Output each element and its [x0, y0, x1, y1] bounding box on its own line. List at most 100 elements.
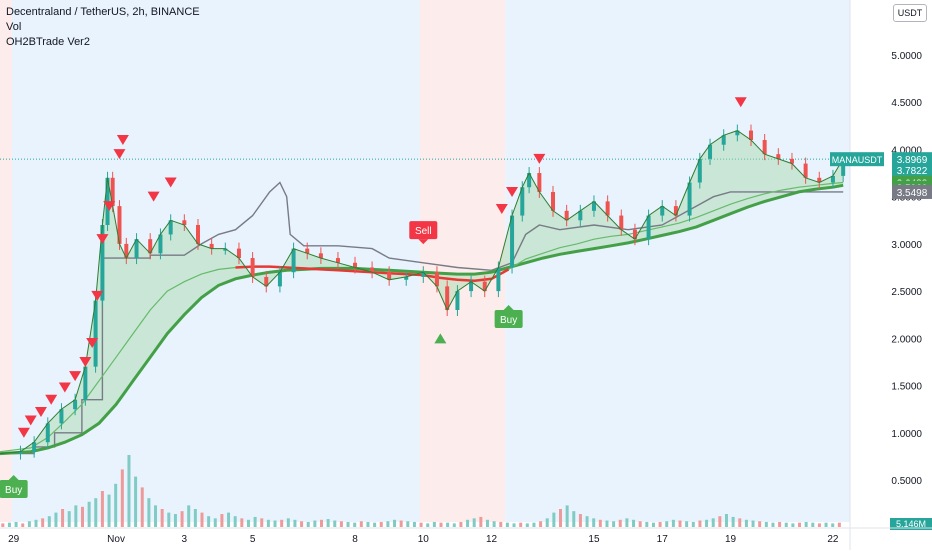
buy-label-pointer: [503, 305, 514, 310]
volume-bar: [638, 521, 642, 527]
candle-body: [551, 191, 556, 211]
sell-marker: [96, 234, 109, 245]
volume-bar: [220, 514, 224, 527]
sell-marker: [147, 191, 160, 202]
volume-bar: [691, 521, 695, 527]
volume-indicator-label[interactable]: Vol: [6, 21, 22, 33]
volume-bar: [280, 519, 284, 527]
candle-body: [148, 239, 153, 254]
volume-bar: [751, 520, 755, 527]
price-badge-box: [892, 184, 932, 199]
candle-body: [110, 177, 115, 207]
volume-bar: [406, 521, 410, 527]
volume-bar: [466, 519, 470, 527]
volume-bar: [246, 519, 250, 527]
candle-body: [32, 442, 37, 452]
volume-bar: [233, 516, 237, 527]
volume-bar: [671, 519, 675, 527]
slow-ma-line: [0, 183, 844, 456]
volume-bar: [439, 522, 443, 527]
sell-label-pointer: [418, 239, 429, 245]
candle-body: [124, 243, 129, 259]
volume-bar: [319, 519, 323, 527]
candle-body: [660, 206, 665, 216]
sell-label-text: Sell: [415, 226, 432, 237]
volume-bar: [585, 516, 589, 527]
x-tick-label: 15: [588, 534, 600, 545]
price-badge: 3.5498: [892, 184, 932, 199]
volume-bar: [758, 521, 762, 527]
volume-bar: [778, 521, 782, 527]
candle-body: [277, 272, 282, 287]
volume-bar: [499, 521, 503, 527]
price-badge-text: 3.5498: [897, 188, 928, 199]
volume-bar: [286, 518, 290, 527]
sell-marker: [58, 382, 71, 393]
price-axis-background: [850, 0, 932, 550]
volume-bar: [386, 521, 390, 527]
candle-body: [45, 423, 50, 443]
volume-bar: [738, 518, 742, 527]
sell-marker: [91, 290, 104, 301]
volume-bar: [545, 518, 549, 527]
volume-bar: [804, 521, 808, 527]
volume-bar: [120, 469, 124, 527]
candle-body: [578, 210, 583, 221]
volume-bar: [94, 498, 98, 527]
volume-bar: [100, 491, 104, 527]
candle-body: [18, 451, 23, 454]
candle-body: [117, 206, 122, 244]
volume-bar: [678, 520, 682, 527]
candle-body: [646, 215, 651, 240]
volume-bar: [705, 519, 709, 527]
y-tick-label: 4.5000: [891, 98, 922, 109]
volume-bar: [552, 512, 556, 527]
candle-body: [619, 215, 624, 230]
symbol-title[interactable]: Decentraland / TetherUS, 2h, BINANCE: [6, 6, 200, 18]
volume-bar: [811, 522, 815, 527]
volume-bar: [645, 521, 649, 527]
volume-bar: [519, 522, 523, 527]
volume-bar: [87, 501, 91, 527]
candle-body: [387, 272, 392, 280]
volume-bar: [559, 509, 563, 527]
candle-body: [687, 182, 692, 216]
volume-bar: [399, 520, 403, 527]
volume-bar: [193, 509, 197, 527]
cloud-fill: [0, 130, 844, 454]
volume-bar: [253, 516, 257, 527]
volume-bar: [459, 521, 463, 527]
volume-bar: [784, 522, 788, 527]
volume-bar: [293, 519, 297, 527]
price-badge-box: [892, 152, 932, 167]
volume-bar: [74, 505, 78, 527]
sell-marker: [103, 201, 116, 212]
volume-bar: [227, 512, 231, 527]
volume-bar: [837, 522, 841, 527]
sell-marker: [69, 371, 82, 382]
volume-bar: [200, 512, 204, 527]
volume-bar: [771, 522, 775, 527]
volume-bar: [618, 519, 622, 527]
candle-body: [632, 229, 637, 240]
custom-indicator-label[interactable]: OH2BTrade Ver2: [6, 36, 90, 48]
candle-body: [291, 248, 296, 273]
x-tick-label: 8: [352, 534, 358, 545]
volume-bar: [313, 520, 317, 527]
volume-bar: [651, 522, 655, 527]
fast-ma-line: [0, 266, 236, 453]
volume-bar: [532, 522, 536, 527]
volume-bar: [41, 518, 45, 527]
volume-bar: [61, 509, 65, 527]
candle-body: [434, 272, 439, 287]
candle-body: [482, 281, 487, 292]
candle-body: [605, 201, 610, 216]
candle-body: [353, 262, 358, 268]
volume-bar: [393, 519, 397, 527]
volume-bar: [346, 521, 350, 527]
candle-body: [83, 366, 88, 400]
volume-bar: [54, 512, 58, 527]
background-region: [419, 0, 506, 522]
currency-button[interactable]: USDT: [893, 4, 927, 22]
volume-badge-box: [890, 518, 932, 530]
